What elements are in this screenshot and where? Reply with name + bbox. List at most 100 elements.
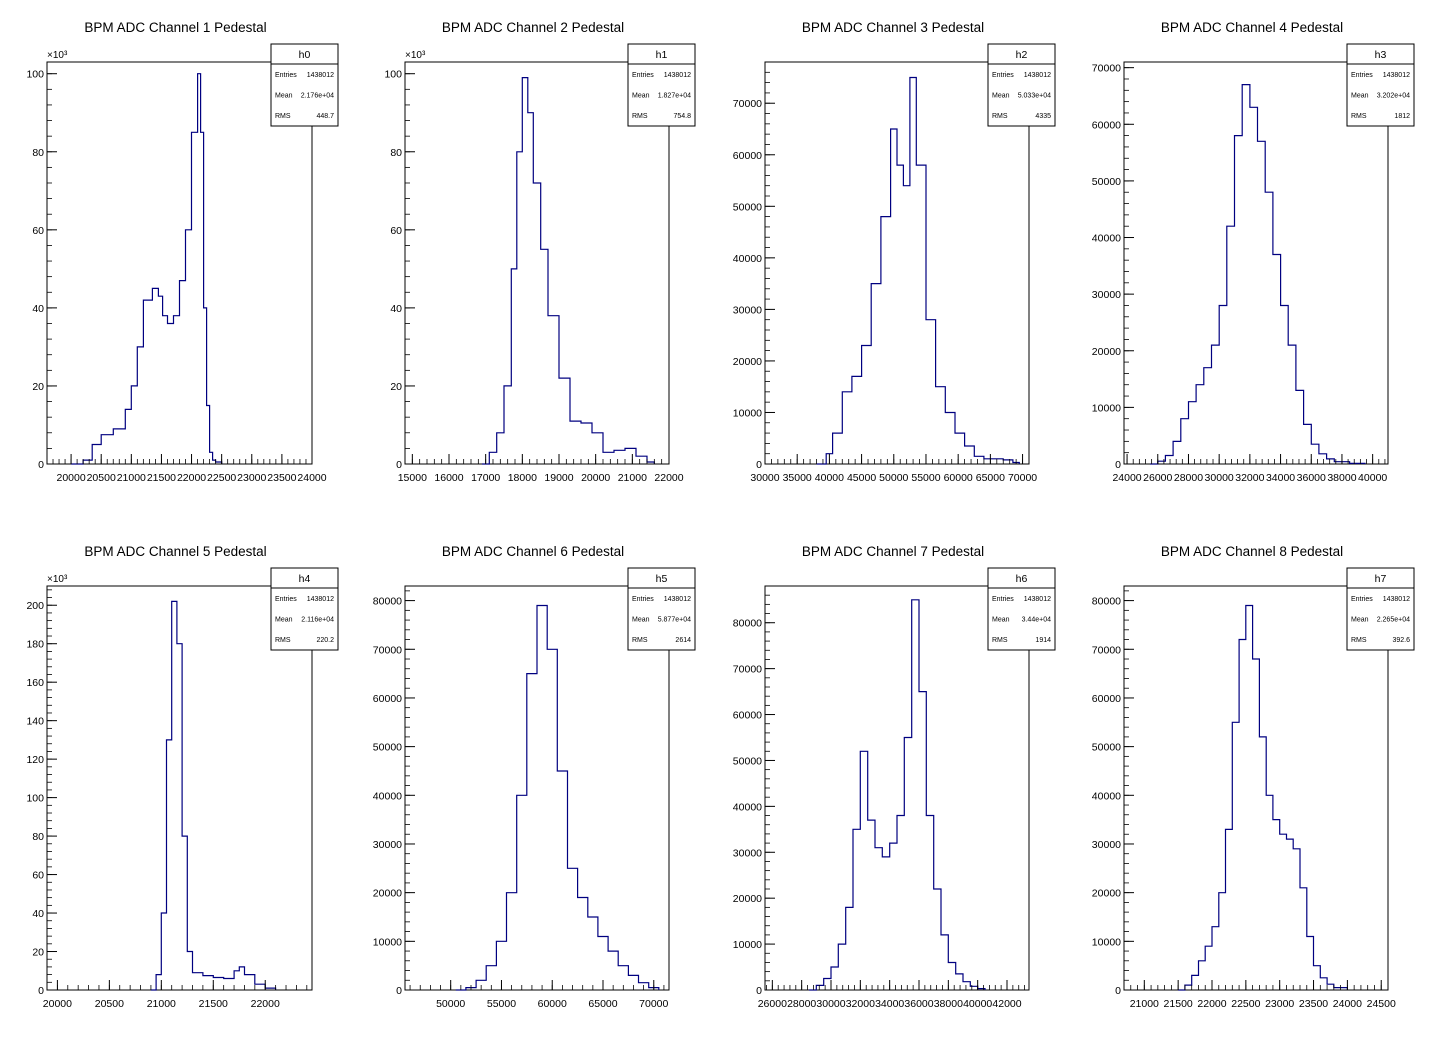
y-tick-label: 100 — [384, 69, 402, 81]
stats-value: 2.265e+04 — [1377, 617, 1410, 624]
x-tick-label: 40000 — [815, 472, 844, 484]
x-tick-label: 28000 — [787, 998, 816, 1010]
y-tick-label: 80 — [32, 831, 44, 843]
y-tick-label: 70000 — [733, 664, 762, 676]
x-tick-label: 30000 — [816, 998, 845, 1010]
y-tick-label: 0 — [756, 985, 762, 997]
stats-label: Mean — [632, 617, 650, 624]
stats-label: Mean — [992, 617, 1010, 624]
plot-frame — [404, 585, 670, 991]
y-tick-label: 40 — [32, 303, 44, 315]
histogram-pad-1: BPM ADC Channel 1 Pedestal 20000 20500 2100… — [26, 20, 339, 484]
y-tick-label: 70000 — [373, 644, 402, 656]
y-tick-label: 80000 — [733, 618, 762, 630]
x-tick-label: 50000 — [436, 998, 465, 1010]
y-tick-label: 80 — [32, 147, 44, 159]
stats-value: 1914 — [1035, 637, 1051, 644]
y-tick-label: 10000 — [733, 407, 762, 419]
stats-label: Entries — [632, 72, 654, 79]
y-tick-label: 40000 — [733, 253, 762, 265]
x-tick-label: 22500 — [207, 472, 236, 484]
stats-value: 1438012 — [1383, 72, 1410, 79]
chart-title: BPM ADC Channel 3 Pedestal — [802, 20, 984, 35]
stats-value: 2.176e+04 — [301, 93, 334, 100]
stats-box-frame — [987, 567, 1056, 651]
stats-label: RMS — [275, 637, 291, 644]
y-tick-label: 10000 — [733, 939, 762, 951]
histogram-line — [455, 604, 660, 991]
chart-title: BPM ADC Channel 7 Pedestal — [802, 544, 984, 559]
x-tick-label: 22000 — [654, 472, 683, 484]
histogram-line — [150, 600, 277, 991]
stats-box: h6 Entries 1438012 Mean 3.44e+04 RMS 1914 — [987, 567, 1056, 651]
x-tick-label: 21500 — [199, 998, 228, 1010]
y-tick-label: 40000 — [733, 801, 762, 813]
x-tick-label: 42000 — [992, 998, 1021, 1010]
stats-label: Entries — [1351, 596, 1373, 603]
x-tick-label: 15000 — [398, 472, 427, 484]
x-tick-label: 21500 — [147, 472, 176, 484]
y-tick-label: 200 — [26, 600, 44, 612]
y-tick-label: 160 — [26, 677, 44, 689]
y-tick-label: 10000 — [1092, 936, 1121, 948]
x-tick-label: 38000 — [1327, 472, 1356, 484]
y-tick-label: 20 — [390, 381, 402, 393]
y-tick-label: 0 — [1115, 985, 1121, 997]
x-tick-label: 24000 — [1333, 998, 1362, 1010]
y-tick-label: 100 — [26, 69, 44, 81]
y-tick-label: 50000 — [733, 201, 762, 213]
stats-label: Entries — [632, 596, 654, 603]
stats-value: 1812 — [1394, 113, 1410, 120]
x-tick-label: 21500 — [1164, 998, 1193, 1010]
plot-frame — [1123, 585, 1389, 991]
stats-histogram-name: h4 — [299, 573, 311, 585]
y-tick-label: 60000 — [733, 710, 762, 722]
x-tick-label: 70000 — [639, 998, 668, 1010]
y-tick-label: 50000 — [1092, 742, 1121, 754]
x-tick-label: 65000 — [588, 998, 617, 1010]
x-tick-label: 20000 — [43, 998, 72, 1010]
y-tick-label: 30000 — [733, 304, 762, 316]
y-tick-label: 20000 — [1092, 888, 1121, 900]
stats-histogram-name: h3 — [1375, 49, 1387, 61]
x-tick-label: 22500 — [1231, 998, 1260, 1010]
x-tick-label: 55000 — [487, 998, 516, 1010]
stats-box-frame — [987, 43, 1056, 127]
x-tick-label: 38000 — [934, 998, 963, 1010]
stats-box-frame — [1346, 43, 1415, 127]
x-tick-label: 22000 — [251, 998, 280, 1010]
x-tick-label: 16000 — [434, 472, 463, 484]
x-tick-label: 50000 — [879, 472, 908, 484]
y-tick-label: 0 — [756, 459, 762, 471]
stats-value: 3.44e+04 — [1022, 617, 1051, 624]
y-tick-label: 70000 — [733, 98, 762, 110]
stats-label: RMS — [275, 113, 291, 120]
histogram-pad-8: BPM ADC Channel 8 Pedestal 21000 21500 2200… — [1092, 544, 1415, 1010]
stats-value: 2.116e+04 — [301, 617, 334, 624]
stats-box-frame — [1346, 567, 1415, 651]
x-tick-label: 20500 — [95, 998, 124, 1010]
stats-label: RMS — [992, 637, 1008, 644]
y-tick-label: 10000 — [1092, 402, 1121, 414]
x-tick-label: 65000 — [976, 472, 1005, 484]
x-tick-label: 19000 — [544, 472, 573, 484]
x-tick-label: 21000 — [117, 472, 146, 484]
y-tick-label: 60000 — [373, 693, 402, 705]
y-tick-label: 0 — [396, 459, 402, 471]
stats-label: Mean — [1351, 93, 1369, 100]
y-tick-label: 60 — [390, 225, 402, 237]
stats-value: 1438012 — [1024, 72, 1051, 79]
stats-value: 1438012 — [664, 596, 691, 603]
x-tick-label: 30000 — [750, 472, 779, 484]
stats-value: 5.033e+04 — [1018, 93, 1051, 100]
x-tick-label: 21000 — [147, 998, 176, 1010]
y-tick-label: 120 — [26, 754, 44, 766]
y-tick-label: 40 — [390, 303, 402, 315]
stats-label: Entries — [992, 596, 1014, 603]
stats-box-frame — [270, 43, 339, 127]
x-tick-label: 55000 — [911, 472, 940, 484]
x-tick-label: 21000 — [618, 472, 647, 484]
histogram-line — [1150, 84, 1366, 465]
y-tick-label: 70000 — [1092, 63, 1121, 75]
chart-title: BPM ADC Channel 6 Pedestal — [442, 544, 624, 559]
